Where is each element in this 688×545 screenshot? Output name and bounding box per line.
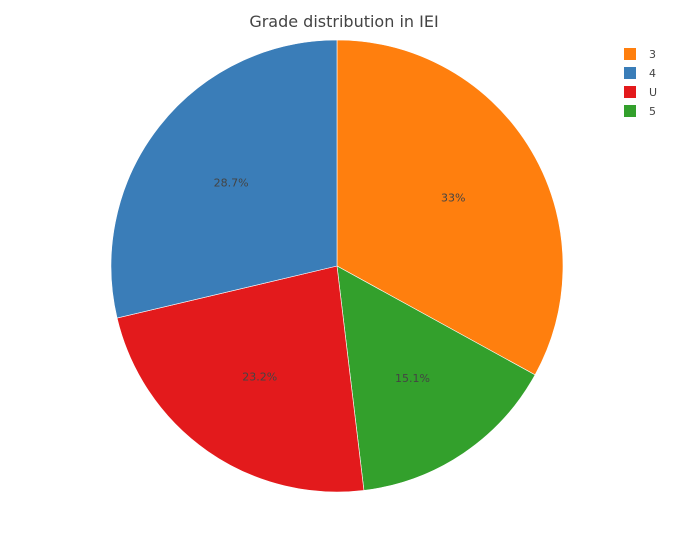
- legend-item-5[interactable]: 5: [624, 105, 656, 118]
- chart-title: Grade distribution in IEI: [249, 12, 438, 31]
- pie-slice-5[interactable]: [336, 265, 536, 491]
- slice-label-3: 33%: [441, 191, 465, 204]
- slice-label-4: 28.7%: [214, 176, 249, 189]
- legend-label-u: U: [649, 86, 657, 99]
- legend-item-3[interactable]: 3: [624, 48, 656, 61]
- legend-item-u[interactable]: U: [624, 86, 657, 99]
- pie-slice-u[interactable]: [116, 265, 365, 493]
- legend-item-4[interactable]: 4: [624, 67, 656, 80]
- pie-slice-3[interactable]: [336, 39, 564, 376]
- legend-label-5: 5: [649, 105, 656, 118]
- legend-swatch-u: [624, 86, 636, 98]
- slice-label-u: 23.2%: [242, 371, 277, 384]
- pie-slices: [110, 39, 564, 493]
- legend-swatch-4: [624, 67, 636, 79]
- legend: 3 4 U 5: [624, 48, 657, 118]
- legend-label-4: 4: [649, 67, 656, 80]
- legend-swatch-3: [624, 48, 636, 60]
- legend-swatch-5: [624, 105, 636, 117]
- pie-slice-4[interactable]: [110, 39, 338, 319]
- pie-slice-labels: 33% 15.1% 23.2% 28.7%: [214, 176, 466, 385]
- legend-label-3: 3: [649, 48, 656, 61]
- slice-label-5: 15.1%: [395, 372, 430, 385]
